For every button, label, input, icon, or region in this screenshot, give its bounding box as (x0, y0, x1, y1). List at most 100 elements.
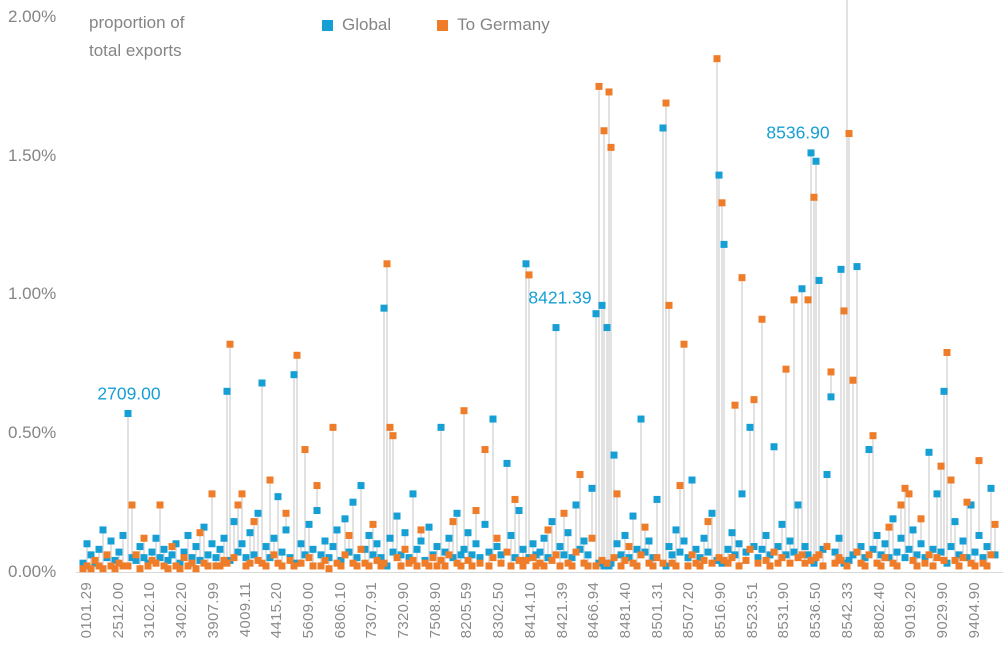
data-point-global[interactable] (274, 493, 282, 501)
data-point-to-germany[interactable] (853, 548, 861, 556)
data-point-to-germany[interactable] (507, 562, 515, 570)
data-point-to-germany[interactable] (274, 559, 282, 567)
data-point-global[interactable] (588, 484, 596, 492)
data-point-to-germany[interactable] (421, 559, 429, 567)
data-point-to-germany[interactable] (497, 559, 505, 567)
data-point-to-germany[interactable] (742, 556, 750, 564)
data-point-global[interactable] (625, 554, 633, 562)
data-point-to-germany[interactable] (489, 554, 497, 562)
data-point-to-germany[interactable] (668, 559, 676, 567)
data-point-to-germany[interactable] (107, 562, 115, 570)
data-point-global[interactable] (947, 543, 955, 551)
data-point-to-germany[interactable] (967, 559, 975, 567)
data-point-global[interactable] (853, 263, 861, 271)
data-point-to-germany[interactable] (176, 565, 184, 573)
data-point-to-germany[interactable] (700, 556, 708, 564)
data-point-to-germany[interactable] (124, 562, 132, 570)
data-point-global[interactable] (305, 520, 313, 528)
data-point-global[interactable] (238, 540, 246, 548)
data-point-global[interactable] (815, 276, 823, 284)
data-point-to-germany[interactable] (746, 545, 754, 553)
data-point-global[interactable] (536, 548, 544, 556)
data-point-global[interactable] (704, 548, 712, 556)
data-point-to-germany[interactable] (963, 498, 971, 506)
data-point-global[interactable] (503, 459, 511, 467)
data-point-global[interactable] (901, 554, 909, 562)
data-point-to-germany[interactable] (353, 562, 361, 570)
data-point-global[interactable] (645, 537, 653, 545)
data-point-to-germany[interactable] (595, 82, 603, 90)
data-point-to-germany[interactable] (103, 551, 111, 559)
data-point-to-germany[interactable] (128, 501, 136, 509)
data-point-to-germany[interactable] (645, 559, 653, 567)
data-point-global[interactable] (955, 551, 963, 559)
data-point-global[interactable] (649, 554, 657, 562)
data-point-to-germany[interactable] (99, 565, 107, 573)
data-point-global[interactable] (889, 515, 897, 523)
data-point-global[interactable] (309, 545, 317, 553)
data-point-to-germany[interactable] (172, 562, 180, 570)
data-point-to-germany[interactable] (321, 556, 329, 564)
data-point-to-germany[interactable] (940, 556, 948, 564)
data-point-global[interactable] (937, 548, 945, 556)
data-point-to-germany[interactable] (325, 565, 333, 573)
data-point-global[interactable] (610, 451, 618, 459)
data-point-to-germany[interactable] (905, 490, 913, 498)
data-point-global[interactable] (212, 554, 220, 562)
data-point-to-germany[interactable] (393, 554, 401, 562)
data-point-global[interactable] (441, 548, 449, 556)
data-point-to-germany[interactable] (341, 551, 349, 559)
data-point-global[interactable] (893, 548, 901, 556)
data-point-global[interactable] (971, 548, 979, 556)
data-point-to-germany[interactable] (380, 559, 388, 567)
data-point-to-germany[interactable] (556, 562, 564, 570)
data-point-to-germany[interactable] (493, 534, 501, 542)
data-point-to-germany[interactable] (843, 562, 851, 570)
data-point-global[interactable] (676, 548, 684, 556)
data-point-to-germany[interactable] (676, 482, 684, 490)
legend-item-global[interactable]: Global (322, 15, 391, 35)
data-point-to-germany[interactable] (798, 551, 806, 559)
data-point-global[interactable] (341, 515, 349, 523)
data-point-to-germany[interactable] (361, 559, 369, 567)
data-point-global[interactable] (708, 509, 716, 517)
data-point-to-germany[interactable] (485, 562, 493, 570)
data-point-global[interactable] (905, 545, 913, 553)
data-point-to-germany[interactable] (804, 296, 812, 304)
data-point-global[interactable] (476, 554, 484, 562)
data-point-global[interactable] (762, 531, 770, 539)
data-point-global[interactable] (99, 526, 107, 534)
data-point-global[interactable] (425, 523, 433, 531)
data-point-to-germany[interactable] (258, 559, 266, 567)
data-point-to-germany[interactable] (156, 501, 164, 509)
data-point-global[interactable] (208, 540, 216, 548)
data-point-global[interactable] (301, 551, 309, 559)
data-point-global[interactable] (881, 540, 889, 548)
data-point-global[interactable] (136, 543, 144, 551)
data-point-to-germany[interactable] (810, 193, 818, 201)
data-point-to-germany[interactable] (728, 554, 736, 562)
data-point-global[interactable] (164, 556, 172, 564)
data-point-to-germany[interactable] (397, 562, 405, 570)
data-point-global[interactable] (621, 531, 629, 539)
data-point-to-germany[interactable] (184, 562, 192, 570)
data-point-to-germany[interactable] (735, 562, 743, 570)
data-point-to-germany[interactable] (216, 562, 224, 570)
data-point-global[interactable] (556, 543, 564, 551)
data-point-global[interactable] (778, 520, 786, 528)
data-point-global[interactable] (397, 551, 405, 559)
data-point-global[interactable] (576, 545, 584, 553)
data-point-global[interactable] (584, 551, 592, 559)
data-point-to-germany[interactable] (540, 562, 548, 570)
data-point-to-germany[interactable] (532, 562, 540, 570)
data-point-to-germany[interactable] (987, 551, 995, 559)
data-point-global[interactable] (849, 551, 857, 559)
data-point-to-germany[interactable] (633, 562, 641, 570)
data-point-global[interactable] (746, 423, 754, 431)
data-point-to-germany[interactable] (786, 559, 794, 567)
data-point-global[interactable] (617, 551, 625, 559)
data-point-to-germany[interactable] (801, 559, 809, 567)
data-point-global[interactable] (592, 310, 600, 318)
data-point-global[interactable] (738, 490, 746, 498)
data-point-to-germany[interactable] (481, 446, 489, 454)
